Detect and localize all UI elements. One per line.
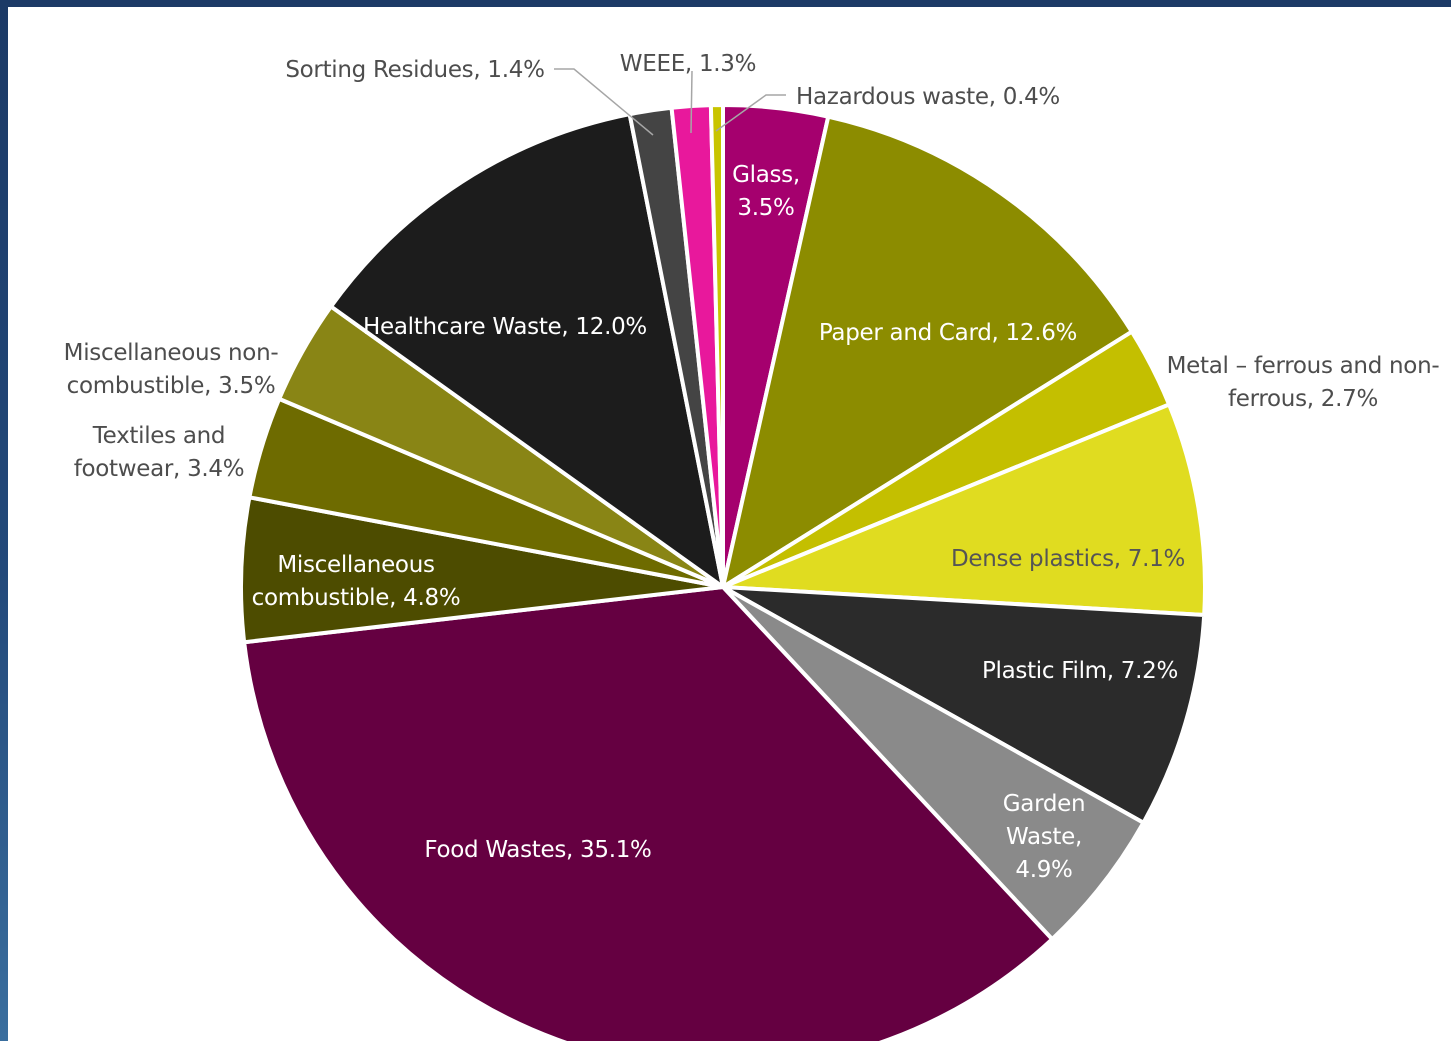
slice-label-hazardous-waste-0-4: Hazardous waste, 0.4% bbox=[796, 84, 1060, 110]
slice-label-plastic-film-7-2: Plastic Film, 7.2% bbox=[982, 658, 1178, 684]
slice-label-metal-ferrous-and-non-ferrous-2-7: Metal – ferrous and non-ferrous, 2.7% bbox=[1167, 353, 1440, 412]
leader-line-sorting-residues bbox=[554, 68, 654, 136]
pie-slice-plastic-film-7-2 bbox=[721, 585, 1207, 825]
slice-label-textiles-and-footwear-3-4: Textiles and footwear, 3.4% bbox=[74, 423, 245, 482]
pie-slice-hazardous-waste-0-4 bbox=[708, 103, 725, 589]
pie-slices bbox=[239, 103, 1207, 1041]
slice-label-healthcare-waste-12-0: Healthcare Waste, 12.0% bbox=[363, 314, 647, 340]
pie-slice-garden-waste-4-9 bbox=[721, 585, 1146, 942]
slice-label-miscellaneous-combustible-4-8: Miscellaneous combustible, 4.8% bbox=[252, 552, 461, 611]
pie-slice-healthcare-waste-12-0 bbox=[329, 112, 725, 589]
slice-label-paper-and-card-12-6: Paper and Card, 12.6% bbox=[819, 320, 1077, 346]
pie-slice-paper-and-card-12-6 bbox=[721, 114, 1134, 589]
chart-panel: Glass, 3.5% Paper and Card, 12.6% Metal – f… bbox=[8, 7, 1451, 1041]
slice-label-glass-3-5: Glass, 3.5% bbox=[732, 162, 800, 221]
pie-chart: Glass, 3.5% Paper and Card, 12.6% Metal – f… bbox=[64, 51, 1440, 1041]
pie-slice-dense-plastics-7-1 bbox=[721, 402, 1207, 618]
slice-label-dense-plastics-7-1: Dense plastics, 7.1% bbox=[951, 546, 1185, 572]
leader-line-weee bbox=[690, 70, 693, 134]
slice-label-miscellaneous-non-combustible-3-5: Miscellaneous non-combustible, 3.5% bbox=[64, 340, 279, 399]
slice-label-food-wastes-35-1: Food Wastes, 35.1% bbox=[424, 837, 651, 863]
leader-line-hazardous-waste bbox=[715, 94, 786, 132]
slice-label-sorting-residues-1-4: Sorting Residues, 1.4% bbox=[285, 57, 544, 83]
slice-labels: Glass, 3.5% Paper and Card, 12.6% Metal – f… bbox=[64, 51, 1440, 883]
slice-label-weee-1-3: WEEE, 1.3% bbox=[620, 51, 756, 77]
leader-lines bbox=[554, 68, 786, 136]
slice-label-garden-waste-4-9: Garden Waste, 4.9% bbox=[1003, 791, 1086, 883]
pie-slice-food-wastes-35-1 bbox=[242, 585, 1055, 1041]
